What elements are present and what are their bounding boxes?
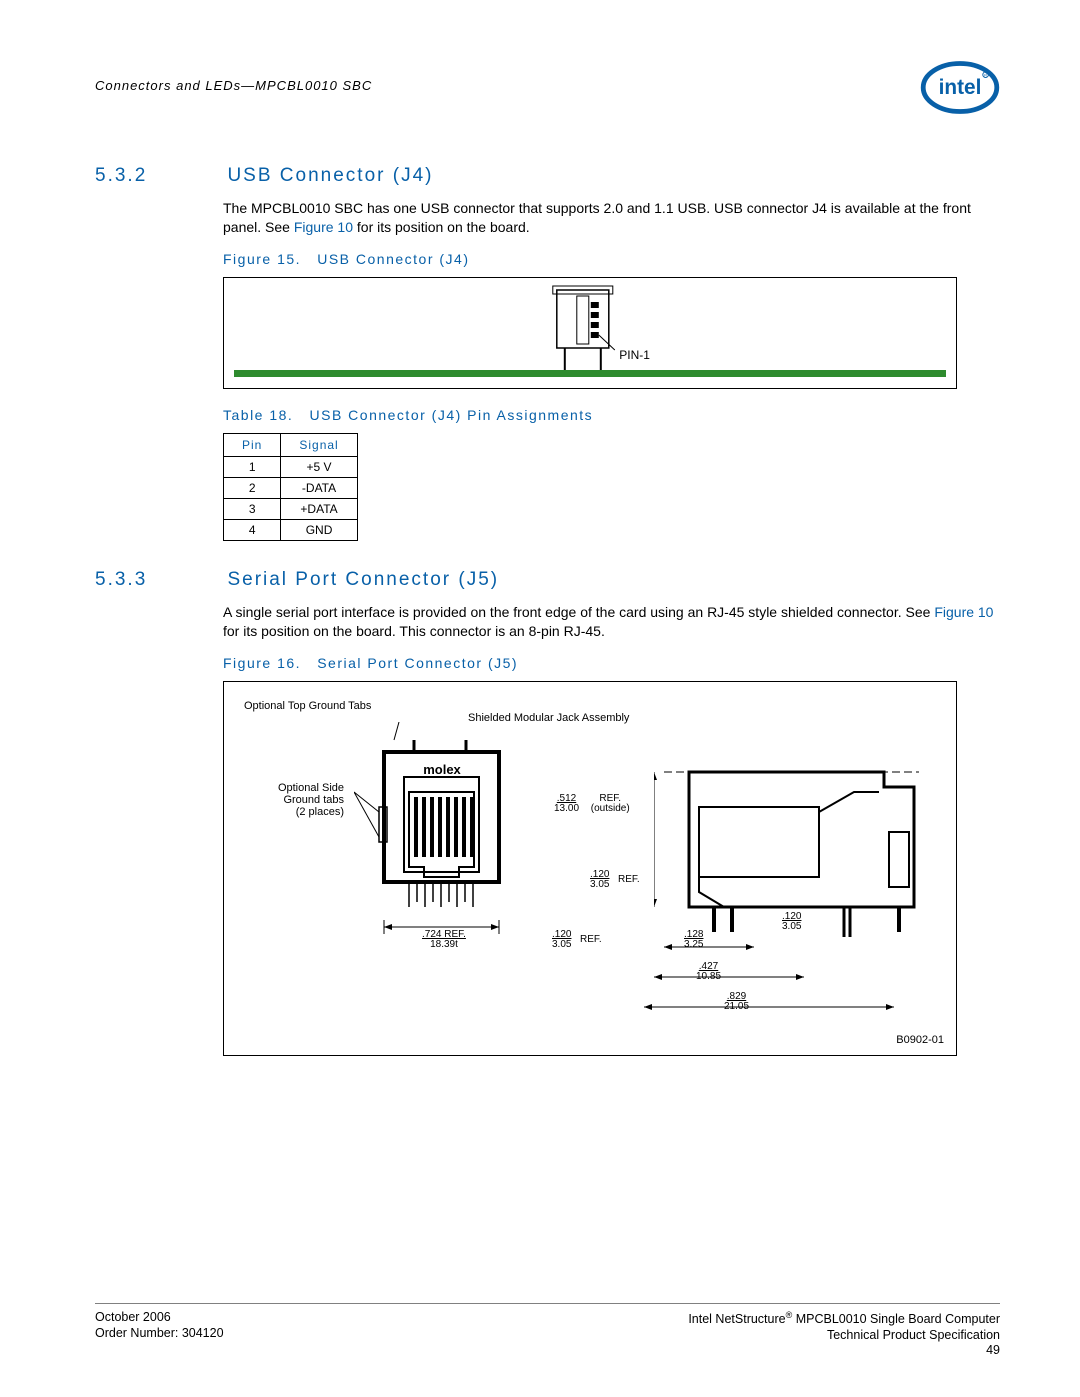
annotation-line: Optional Side (278, 782, 344, 794)
page-header: Connectors and LEDs—MPCBL0010 SBC intel … (95, 60, 1000, 115)
dim-120c: .120 3.05 (782, 912, 801, 932)
dim-bot: 3.05 (590, 879, 609, 890)
table-row: 2-DATA (224, 477, 358, 498)
table-header-row: Pin Signal (224, 433, 358, 456)
section-number: 5.3.3 (95, 569, 223, 591)
footer-page-number: 49 (986, 1343, 1000, 1357)
dim-120b: .120 3.05 REF. (552, 930, 571, 950)
svg-text:intel: intel (939, 76, 982, 99)
usb-connector-drawing (547, 284, 619, 370)
table-row: 3+DATA (224, 498, 358, 519)
molex-label: molex (412, 762, 472, 777)
caption-title: USB Connector (J4) Pin Assignments (310, 407, 594, 423)
section-body-5-3-3: A single serial port interface is provid… (223, 603, 1000, 641)
table-row: 1+5 V (224, 456, 358, 477)
figure-15: PIN-1 (223, 277, 957, 389)
intel-logo: intel R (920, 60, 1000, 115)
dim-suffix: REF. (580, 935, 602, 945)
figure-16: Optional Top Ground Tabs Shielded Modula… (223, 681, 957, 1056)
table-row: 4GND (224, 519, 358, 540)
cell-pin: 4 (224, 519, 281, 540)
body-text: A single serial port interface is provid… (223, 604, 934, 620)
cell-pin: 2 (224, 477, 281, 498)
cell-signal: GND (281, 519, 357, 540)
figure-ref-link[interactable]: Figure 10 (934, 604, 993, 620)
caption-label: Figure 16. (223, 655, 301, 671)
dim-bot: 13.00 (554, 803, 579, 814)
table-18-caption: Table 18. USB Connector (J4) Pin Assignm… (223, 407, 1000, 423)
rj45-front-view (354, 722, 534, 952)
footer-order-number: Order Number: 304120 (95, 1326, 224, 1340)
pin-1-label: PIN-1 (619, 348, 650, 362)
footer-product: Intel NetStructure (688, 1312, 785, 1326)
figure-16-caption: Figure 16. Serial Port Connector (J5) (223, 655, 1000, 671)
footer-product: MPCBL0010 Single Board Computer (792, 1312, 1000, 1326)
section-number: 5.3.2 (95, 165, 223, 187)
body-text: for its position on the board. (357, 219, 530, 235)
dim-120a: .120 3.05 REF. (590, 870, 609, 890)
drawing-id: B0902-01 (896, 1034, 944, 1046)
section-5-3-2: 5.3.2 USB Connector (J4) (95, 165, 1000, 187)
annotation-top-tabs: Optional Top Ground Tabs (244, 700, 371, 712)
col-header-signal: Signal (281, 433, 357, 456)
pcb-bar (234, 370, 946, 377)
caption-title: Serial Port Connector (J5) (317, 655, 518, 671)
footer-date: October 2006 (95, 1310, 171, 1324)
body-text: for its position on the board. This conn… (223, 623, 605, 639)
annotation-line: Ground tabs (283, 794, 344, 806)
caption-title: USB Connector (J4) (317, 251, 469, 267)
dim-724: .724 REF. 18.39t (404, 930, 484, 950)
section-5-3-3: 5.3.3 Serial Port Connector (J5) (95, 569, 1000, 591)
dim-bot: 3.05 (782, 921, 801, 932)
footer-right: Intel NetStructure® MPCBL0010 Single Boa… (688, 1310, 1000, 1359)
caption-label: Table 18. (223, 407, 293, 423)
annotation-side-tabs: Optional Side Ground tabs (2 places) (254, 782, 344, 818)
section-body-5-3-2: The MPCBL0010 SBC has one USB connector … (223, 199, 1000, 237)
cell-signal: +5 V (281, 456, 357, 477)
dim-bot: 3.05 (552, 939, 571, 950)
svg-text:R: R (984, 73, 987, 78)
cell-signal: +DATA (281, 498, 357, 519)
dim-suffix: REF. (outside) (588, 794, 630, 814)
cell-signal: -DATA (281, 477, 357, 498)
dim-suffix: REF. (618, 875, 640, 885)
section-title: Serial Port Connector (J5) (227, 569, 499, 591)
figure-ref-link[interactable]: Figure 10 (294, 219, 357, 235)
dimension-leaders (644, 937, 944, 1037)
footer-left: October 2006 Order Number: 304120 (95, 1310, 224, 1359)
dim-512: .512 13.00 REF. (outside) (554, 794, 579, 814)
cell-pin: 1 (224, 456, 281, 477)
cell-pin: 3 (224, 498, 281, 519)
annotation-line: (2 places) (296, 806, 344, 818)
table-18: Pin Signal 1+5 V 2-DATA 3+DATA 4GND (223, 433, 358, 541)
header-chapter-title: Connectors and LEDs—MPCBL0010 SBC (95, 60, 372, 93)
caption-label: Figure 15. (223, 251, 301, 267)
dim-bot: 18.39t (430, 939, 458, 950)
section-title: USB Connector (J4) (227, 165, 433, 187)
col-header-pin: Pin (224, 433, 281, 456)
page-footer: October 2006 Order Number: 304120 Intel … (95, 1303, 1000, 1359)
footer-doc-type: Technical Product Specification (827, 1328, 1000, 1342)
figure-15-caption: Figure 15. USB Connector (J4) (223, 251, 1000, 267)
